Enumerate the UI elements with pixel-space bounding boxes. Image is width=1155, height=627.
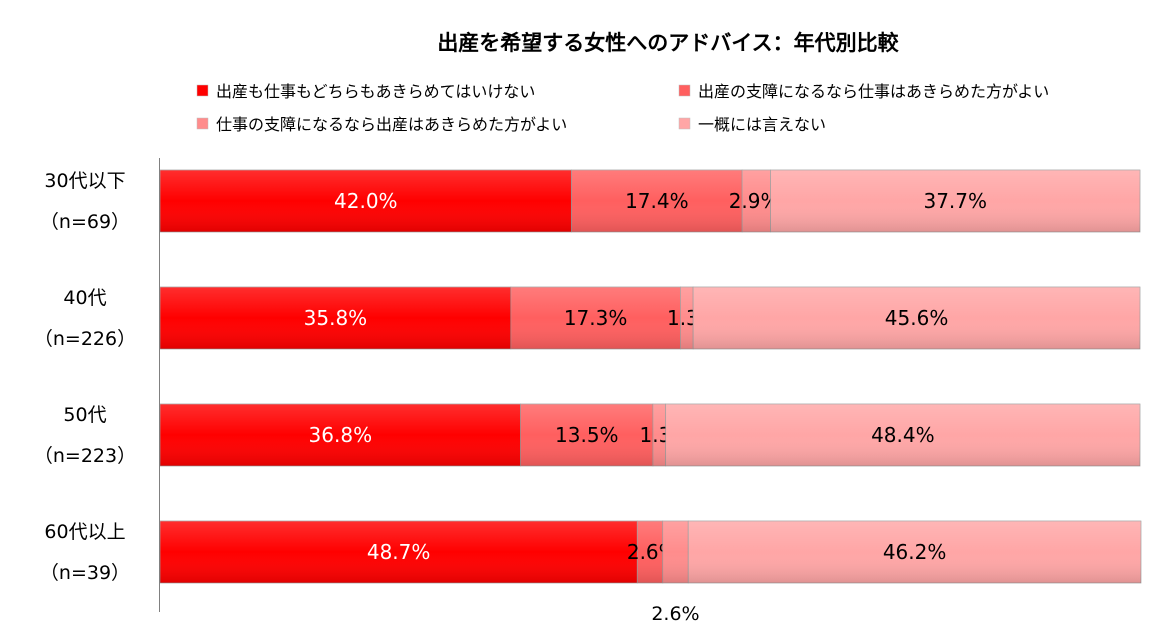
category-sample-size: （n=226） (34, 328, 136, 350)
legend-label: 一概には言えない (698, 115, 826, 134)
data-label: 17.4% (625, 189, 689, 213)
data-label: 48.7% (367, 540, 431, 564)
legend-item: 出産も仕事もどちらもあきらめてはいけない (196, 82, 535, 101)
legend-label: 出産の支障になるなら仕事はあきらめた方がよい (698, 82, 1049, 101)
category-label: 50代 (63, 404, 106, 426)
legend-swatch (196, 84, 209, 97)
data-label: 42.0% (334, 189, 398, 213)
data-label: 48.4% (871, 423, 935, 447)
legend-item: 仕事の支障になるなら出産はあきらめた方がよい (196, 115, 567, 134)
legend-swatch (678, 117, 691, 130)
data-label: 36.8% (309, 423, 373, 447)
legend-label: 出産も仕事もどちらもあきらめてはいけない (216, 82, 535, 101)
chart-title: 出産を希望する女性へのアドバイス：年代別比較 (437, 31, 899, 55)
category-sample-size: （n=223） (34, 445, 136, 467)
data-label: 37.7% (923, 189, 987, 213)
data-label: 45.6% (885, 306, 949, 330)
data-label: 13.5% (555, 423, 619, 447)
category-sample-size: （n=39） (40, 562, 130, 584)
category-label: 60代以上 (44, 521, 125, 543)
bar-segment (662, 520, 689, 584)
legend-swatch (196, 117, 209, 130)
legend-label: 仕事の支障になるなら出産はあきらめた方がよい (216, 115, 567, 134)
category-label: 40代 (63, 287, 106, 309)
legend-item: 出産の支障になるなら仕事はあきらめた方がよい (678, 82, 1049, 101)
data-label: 17.3% (564, 306, 628, 330)
category-sample-size: （n=69） (40, 211, 130, 233)
legend: 出産も仕事もどちらもあきらめてはいけない 出産の支障になるなら仕事はあきらめた方が… (196, 82, 1049, 134)
data-label: 35.8% (304, 306, 368, 330)
data-label: 46.2% (883, 540, 947, 564)
legend-item: 一概には言えない (678, 115, 826, 134)
legend-swatch (678, 84, 691, 97)
plot-area: 30代以下（n=69）42.0% 17.4% 2.9% 37.7%40代（n=226）… (34, 169, 1142, 625)
category-label: 30代以下 (44, 170, 125, 192)
data-label: 2.6% (651, 603, 699, 625)
